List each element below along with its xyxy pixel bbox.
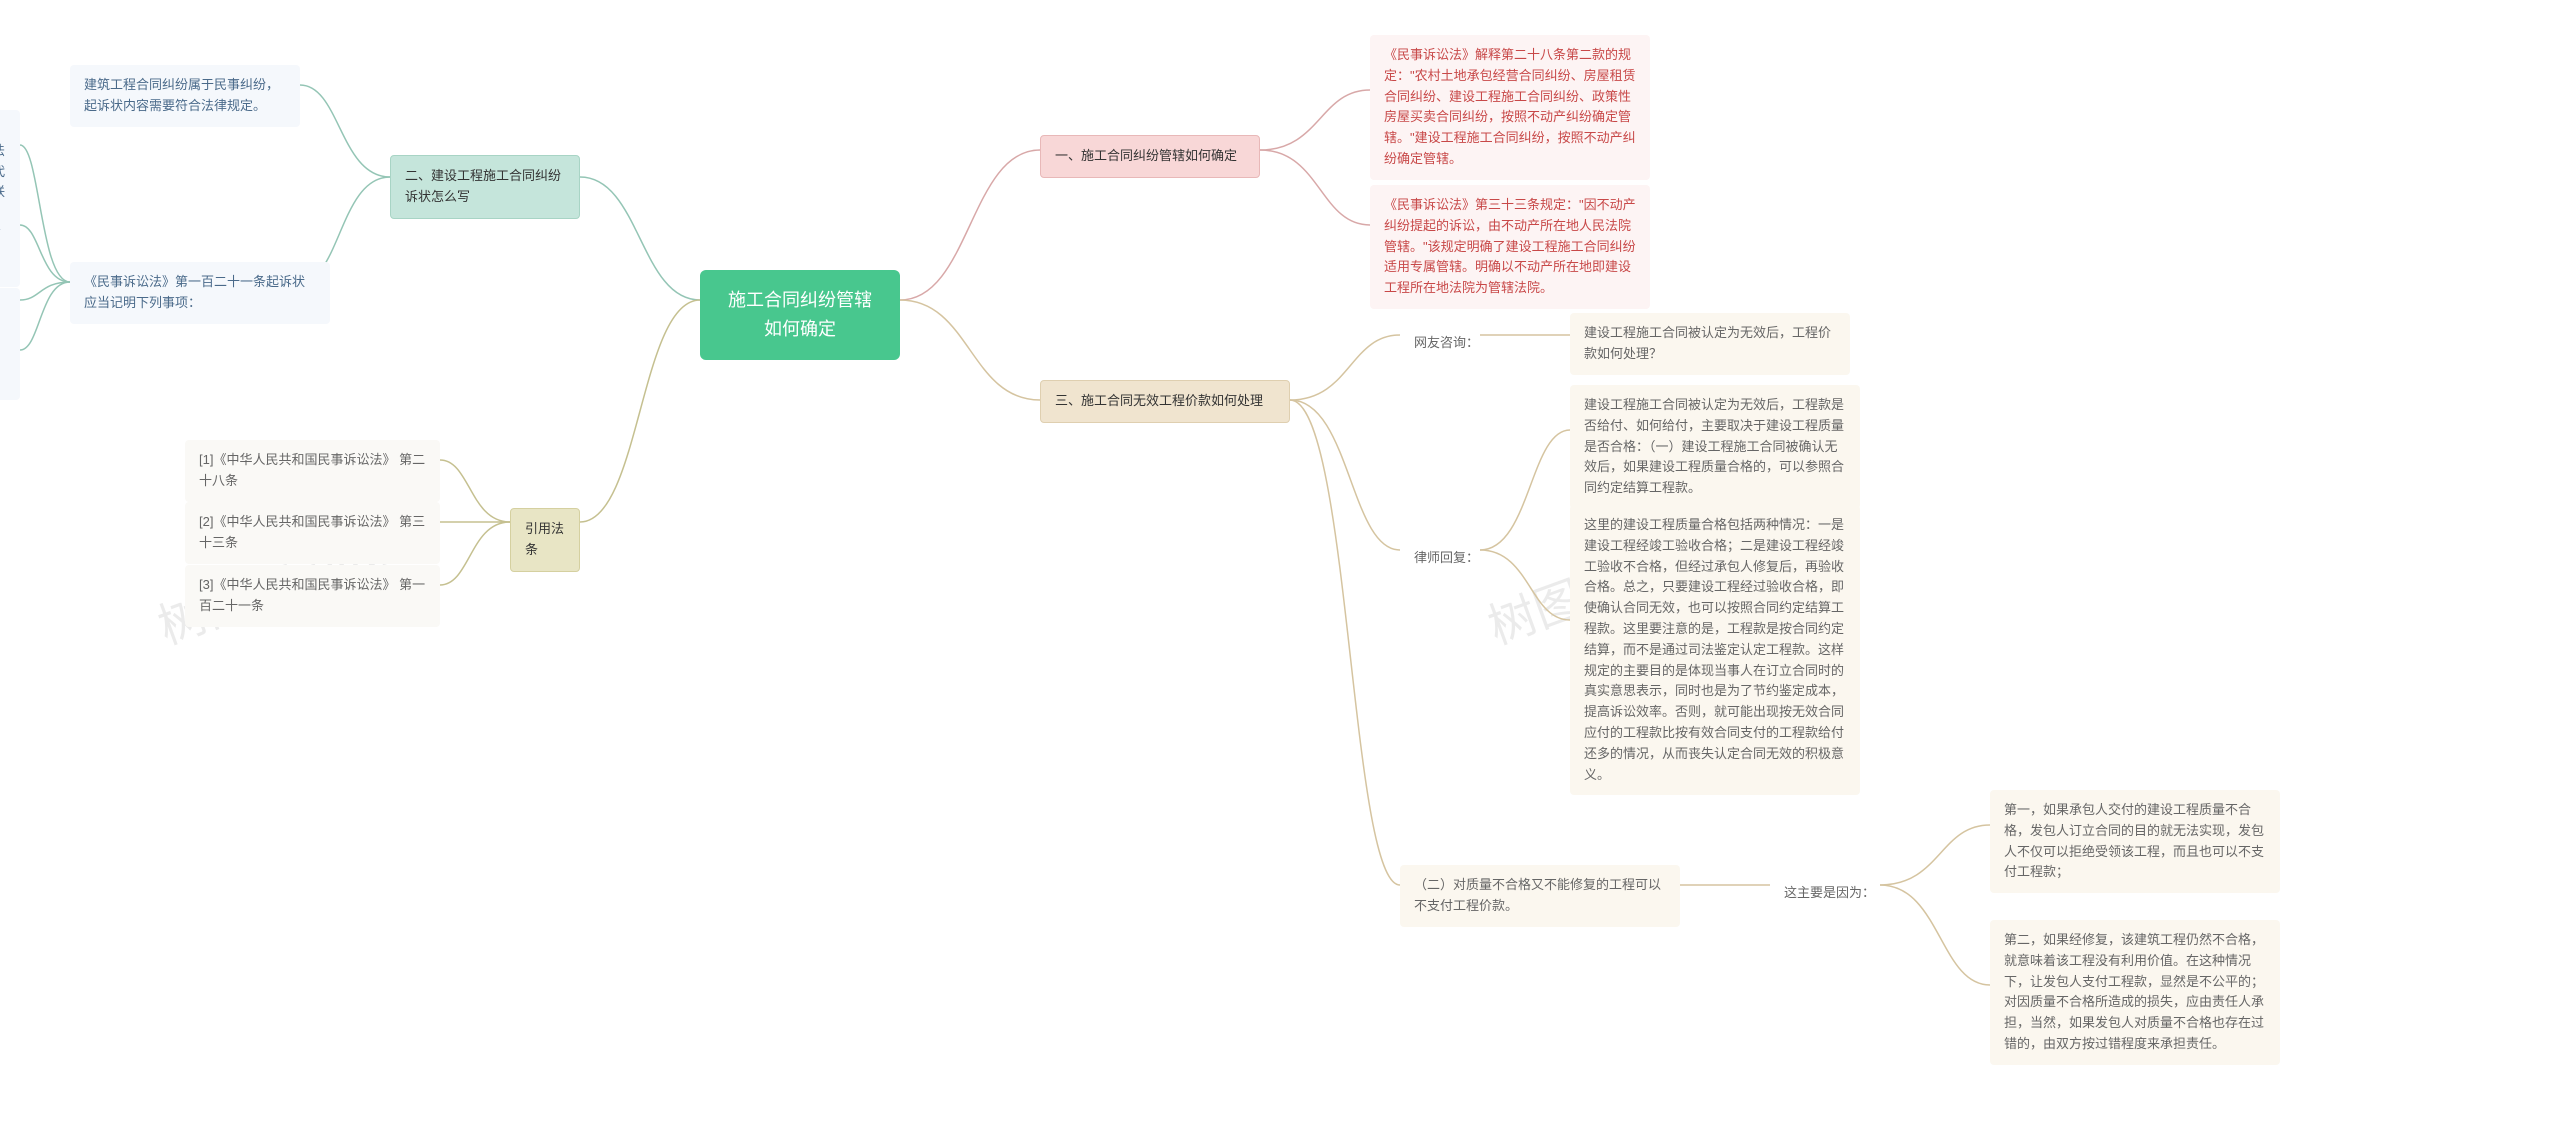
sub2-label: （二）对质量不合格又不能修复的工程可以不支付工程价款。 [1400,865,1680,927]
complaint-leaf-1: 建筑工程合同纠纷属于民事纠纷，起诉状内容需要符合法律规定。 [70,65,300,127]
leaf-jurisdiction-2: 《民事诉讼法》第三十三条规定："因不动产纠纷提起的诉讼，由不动产所在地人民法院管… [1370,185,1650,309]
cite-2: [2]《中华人民共和国民事诉讼法》 第三十三条 [185,502,440,564]
topic-complaint[interactable]: 二、建设工程施工合同纠纷诉状怎么写 [390,155,580,219]
complaint-item-2: (二)被告的姓名、性别、工作单位、住所等信息，法人或者其他组织的名称、住所等信息… [0,205,20,287]
reply-2: 这里的建设工程质量合格包括两种情况：一是建设工程经竣工验收合格；二是建设工程经竣… [1570,505,1860,795]
complaint-law-label: 《民事诉讼法》第一百二十一条起诉状应当记明下列事项： [70,262,330,324]
consult-text: 建设工程施工合同被认定为无效后，工程价款如何处理？ [1570,313,1850,375]
leaf-jurisdiction-1: 《民事诉讼法》解释第二十八条第二款的规定："农村土地承包经营合同纠纷、房屋租赁合… [1370,35,1650,180]
reply-1: 建设工程施工合同被认定为无效后，工程款是否给付、如何给付，主要取决于建设工程质量… [1570,385,1860,509]
consult-label: 网友咨询： [1400,323,1493,364]
reason-1: 第一，如果承包人交付的建设工程质量不合格，发包人订立合同的目的就无法实现，发包人… [1990,790,2280,893]
cite-1: [1]《中华人民共和国民事诉讼法》 第二十八条 [185,440,440,502]
root-node[interactable]: 施工合同纠纷管辖如何确定 [700,270,900,360]
cite-3: [3]《中华人民共和国民事诉讼法》 第一百二十一条 [185,565,440,627]
topic-cite[interactable]: 引用法条 [510,508,580,572]
topic-jurisdiction[interactable]: 一、施工合同纠纷管辖如何确定 [1040,135,1260,178]
reason-2: 第二，如果经修复，该建筑工程仍然不合格，就意味着该工程没有利用价值。在这种情况下… [1990,920,2280,1065]
topic-invalid-contract[interactable]: 三、施工合同无效工程价款如何处理 [1040,380,1290,423]
complaint-item-4: (四)证据和证据来源，证人姓名和住所。 [0,338,20,400]
reason-label: 这主要是因为： [1770,873,1889,914]
reply-label: 律师回复： [1400,538,1493,579]
